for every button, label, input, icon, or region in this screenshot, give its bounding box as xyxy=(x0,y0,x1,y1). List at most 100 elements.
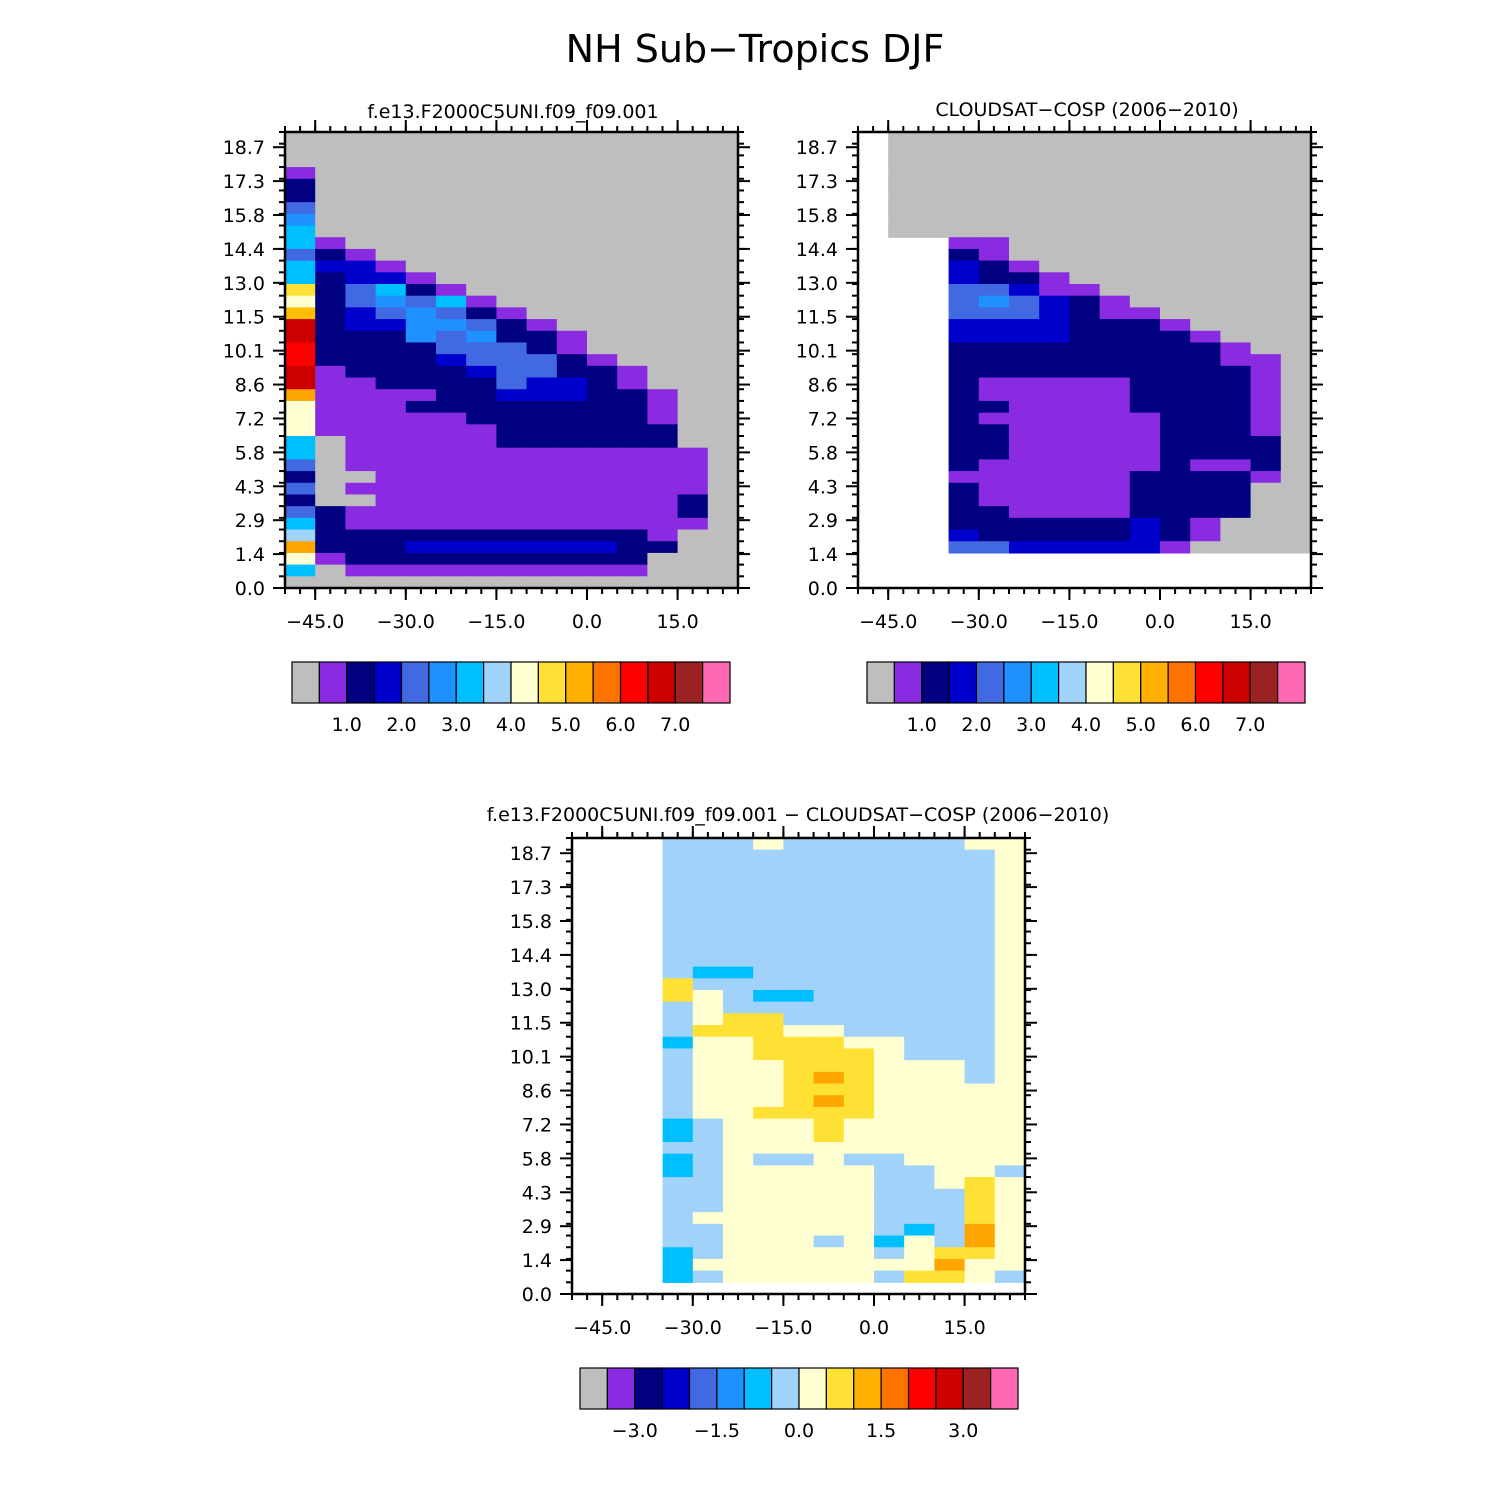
heatmap-cell xyxy=(405,459,437,472)
heatmap-cell xyxy=(978,517,1010,531)
heatmap-cell xyxy=(662,1270,694,1283)
heatmap-cell xyxy=(662,943,694,956)
heatmap-cell xyxy=(466,541,497,554)
heatmap-cell xyxy=(677,494,709,507)
heatmap-cell xyxy=(753,1001,784,1014)
heatmap-cell xyxy=(466,424,497,437)
heatmap-cell xyxy=(707,155,739,168)
heatmap-cell xyxy=(617,541,648,554)
heatmap-cell xyxy=(692,1130,724,1143)
heatmap-cell xyxy=(1099,167,1131,180)
heatmap-cell xyxy=(375,389,407,402)
heatmap-cell xyxy=(753,978,784,991)
heatmap-cell xyxy=(436,436,467,449)
heatmap-cell xyxy=(753,1247,784,1260)
heatmap-cell xyxy=(677,155,709,168)
heatmap-cell xyxy=(934,908,966,921)
heatmap-cell xyxy=(783,849,815,862)
heatmap-cell xyxy=(692,1118,724,1131)
heatmap-cell xyxy=(707,482,739,496)
heatmap-cell xyxy=(1099,494,1131,507)
heatmap-cell xyxy=(874,1013,905,1026)
heatmap-cell xyxy=(994,1036,1026,1050)
heatmap-cell xyxy=(1220,295,1252,308)
heatmap-cell xyxy=(587,178,618,192)
heatmap-cell xyxy=(994,1165,1026,1178)
heatmap-cell xyxy=(677,412,709,425)
heatmap-cell xyxy=(375,471,407,484)
heatmap-cell xyxy=(405,307,437,320)
heatmap-cell xyxy=(1220,459,1252,472)
heatmap-cell xyxy=(934,1036,966,1050)
heatmap-cell xyxy=(496,213,528,227)
heatmap-cell xyxy=(843,1258,875,1272)
heatmap-cell xyxy=(1190,365,1221,379)
heatmap-cell xyxy=(405,564,437,577)
heatmap-cell xyxy=(1009,494,1040,507)
heatmap-cell xyxy=(692,954,724,968)
heatmap-cell xyxy=(783,1048,815,1061)
heatmap-cell xyxy=(436,576,467,589)
y-tick-label: 14.4 xyxy=(510,945,552,967)
heatmap-cell xyxy=(647,167,679,180)
heatmap-cell xyxy=(994,966,1026,979)
heatmap-cell xyxy=(1220,541,1252,554)
x-tick-label: −45.0 xyxy=(286,611,344,633)
heatmap-cell xyxy=(526,237,558,250)
heatmap-cell xyxy=(587,260,618,273)
heatmap-cell xyxy=(1220,447,1252,460)
heatmap-cell xyxy=(948,365,980,379)
heatmap-cell xyxy=(662,873,694,886)
heatmap-cell xyxy=(934,1013,966,1026)
heatmap-cell xyxy=(994,1083,1026,1096)
y-tick-label: 1.4 xyxy=(235,544,265,566)
heatmap-cell xyxy=(964,978,996,991)
panel-difference: f.e13.F2000C5UNI.f09_f09.001 − CLOUDSAT−… xyxy=(487,804,1110,1442)
heatmap-cell xyxy=(345,354,377,367)
heatmap-cell xyxy=(948,319,980,332)
heatmap-cell xyxy=(375,400,407,414)
heatmap-cell xyxy=(964,1130,996,1143)
heatmap-cell xyxy=(1129,529,1161,542)
heatmap-cell xyxy=(692,978,724,991)
heatmap-cell xyxy=(647,132,679,145)
heatmap-cell xyxy=(1039,447,1070,460)
heatmap-cell xyxy=(964,931,996,944)
heatmap-cell xyxy=(677,564,709,577)
heatmap-cell xyxy=(783,1071,815,1085)
heatmap-cell xyxy=(405,389,437,402)
heatmap-cell xyxy=(1069,213,1101,227)
heatmap-cell xyxy=(1069,389,1101,402)
heatmap-cell xyxy=(994,978,1026,991)
heatmap-cell xyxy=(587,295,618,308)
heatmap-cell xyxy=(843,1130,875,1143)
heatmap-cell xyxy=(723,861,754,874)
colorbar-box xyxy=(346,661,375,704)
heatmap-cell xyxy=(556,272,588,285)
heatmap-cell xyxy=(677,132,709,145)
heatmap-cell xyxy=(978,295,1010,308)
heatmap-cell xyxy=(647,377,679,390)
heatmap-cell xyxy=(964,1235,996,1248)
heatmap-cell xyxy=(707,342,739,355)
heatmap-cell xyxy=(1280,354,1312,367)
heatmap-cell xyxy=(1160,517,1191,531)
heatmap-cell xyxy=(345,436,377,449)
heatmap-cell xyxy=(964,1001,996,1014)
heatmap-cell xyxy=(285,494,316,507)
heatmap-cell xyxy=(723,1212,754,1225)
heatmap-cell xyxy=(1009,202,1040,215)
heatmap-cell xyxy=(934,919,966,933)
heatmap-cell xyxy=(1009,354,1040,367)
y-tick-label: 5.8 xyxy=(522,1148,552,1170)
heatmap-cell xyxy=(1190,319,1221,332)
heatmap-cell xyxy=(813,884,845,898)
heatmap-cell xyxy=(375,459,407,472)
colorbar-box xyxy=(975,661,1005,704)
heatmap-cell xyxy=(707,541,739,554)
heatmap-cell xyxy=(1099,529,1131,542)
heatmap-cell xyxy=(978,389,1010,402)
heatmap-cell xyxy=(345,400,377,414)
heatmap-cell xyxy=(904,1188,935,1202)
heatmap-cell xyxy=(888,132,919,145)
